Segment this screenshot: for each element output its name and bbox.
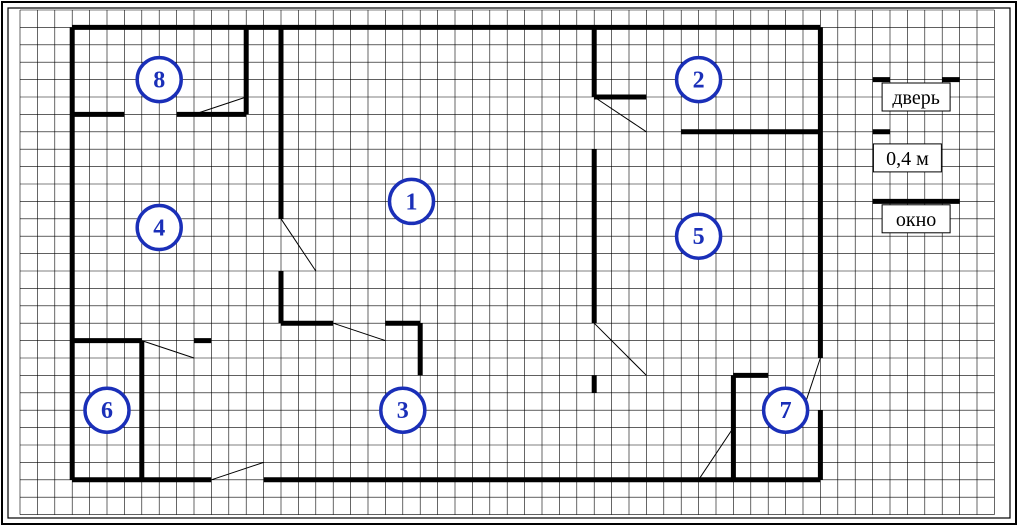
floorplan-svg: 1 2 3 4 5 6 7 8 дверь 0,4 м окно (0, 0, 1018, 526)
room-badge-2: 2 (677, 58, 721, 102)
room-badge-4: 4 (137, 206, 181, 250)
room-badge-7: 7 (764, 388, 808, 432)
room-label-3: 3 (397, 398, 409, 424)
room-badge-1: 1 (390, 179, 434, 223)
room-badge-8: 8 (137, 58, 181, 102)
room-label-1: 1 (406, 189, 418, 215)
legend-label-window: окно (896, 209, 936, 231)
room-label-5: 5 (693, 224, 705, 250)
room-label-7: 7 (780, 398, 792, 424)
room-label-4: 4 (153, 216, 165, 242)
room-label-6: 6 (101, 398, 113, 424)
room-label-2: 2 (693, 68, 705, 94)
legend-label-door: дверь (892, 87, 940, 109)
room-badge-6: 6 (85, 388, 129, 432)
room-label-8: 8 (153, 68, 165, 94)
room-badge-3: 3 (381, 388, 425, 432)
floorplan-page: 1 2 3 4 5 6 7 8 дверь 0,4 м окно (0, 0, 1018, 526)
legend-label-scale: 0,4 м (886, 148, 929, 170)
room-badge-5: 5 (677, 214, 721, 258)
